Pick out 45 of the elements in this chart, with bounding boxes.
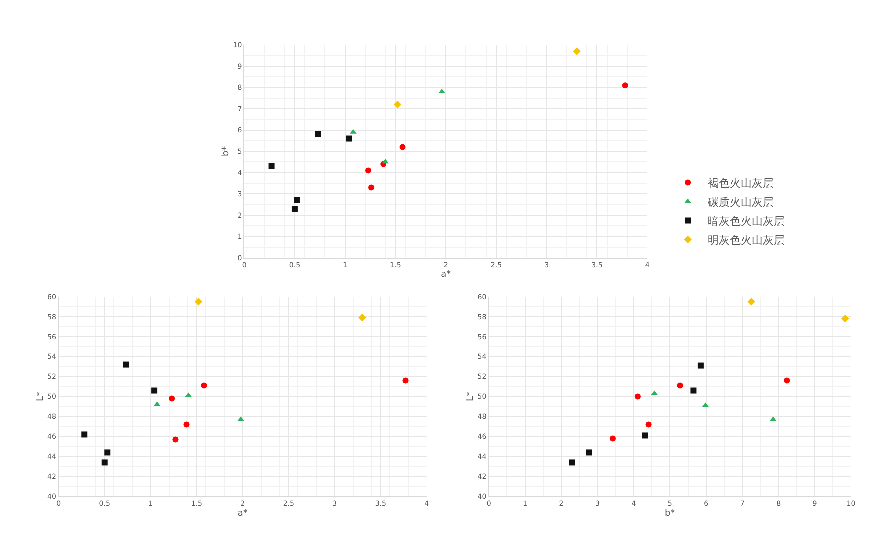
- point: [634, 394, 641, 400]
- point: [610, 436, 616, 442]
- point: [152, 388, 158, 394]
- legend-label: 碳质火山灰层: [707, 196, 774, 210]
- x-axis-title: a*: [238, 508, 248, 519]
- point: [292, 206, 298, 212]
- y-axis-title: L*: [36, 392, 46, 402]
- point: [123, 362, 130, 368]
- point: [368, 184, 375, 191]
- point: [172, 436, 179, 443]
- legend-label: 暗灰色火山灰层: [708, 215, 786, 228]
- point: [169, 396, 176, 402]
- point: [104, 450, 111, 456]
- point: [690, 388, 697, 394]
- point: [622, 82, 628, 89]
- point: [394, 100, 402, 109]
- legend-label: 褐色火山灰层: [708, 177, 774, 190]
- point: [82, 432, 88, 438]
- point: [646, 422, 652, 428]
- x-axis-title: b*: [665, 508, 676, 519]
- point: [268, 163, 275, 170]
- y-axis-title: L*: [466, 392, 476, 402]
- point: [569, 460, 576, 466]
- point: [677, 382, 684, 389]
- point: [366, 168, 372, 174]
- y-axis-title: b*: [222, 146, 232, 157]
- x-axis-title: a*: [441, 270, 452, 280]
- point: [698, 362, 704, 369]
- point: [294, 197, 300, 204]
- legend-label: 明灰色火山灰层: [708, 234, 786, 248]
- point: [842, 314, 850, 323]
- point: [201, 382, 208, 389]
- point: [315, 132, 322, 138]
- point: [642, 432, 648, 439]
- point: [402, 378, 409, 384]
- point: [184, 422, 190, 428]
- point: [784, 378, 790, 384]
- point: [586, 450, 592, 456]
- point: [194, 298, 203, 306]
- point: [748, 298, 756, 306]
- point: [400, 144, 406, 150]
- point: [573, 48, 581, 56]
- point: [346, 136, 352, 142]
- point: [102, 460, 108, 466]
- point: [358, 314, 366, 322]
